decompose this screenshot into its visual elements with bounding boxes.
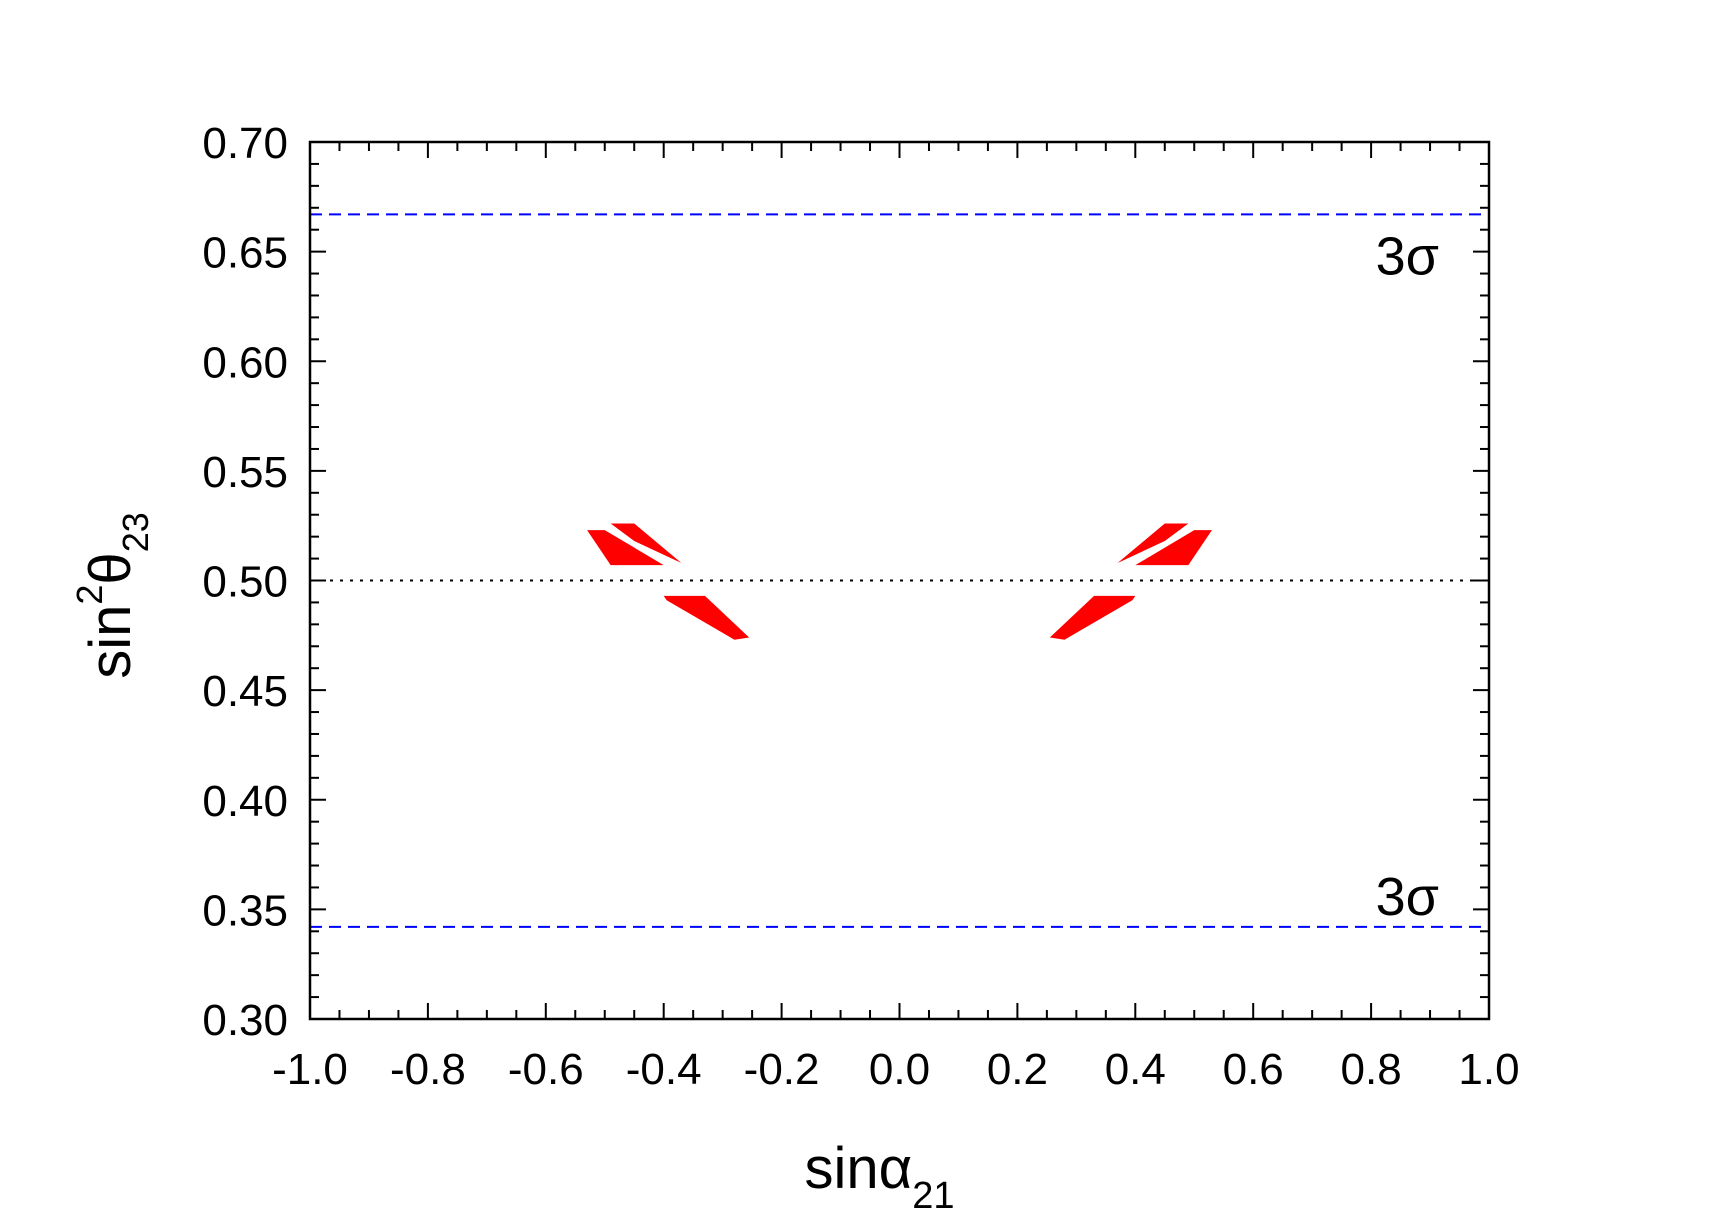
y-tick-label: 0.30 [202,996,288,1045]
y-tick-label: 0.50 [202,558,288,607]
x-tick-label: -0.2 [744,1045,820,1094]
x-tick-label: -0.6 [508,1045,584,1094]
point-region [610,523,682,563]
x-tick-label: 0.0 [869,1045,930,1094]
y-tick-label: 0.60 [202,338,288,387]
x-tick-label: 0.8 [1341,1045,1402,1094]
point-region [1135,530,1212,566]
y-tick-label: 0.45 [202,667,288,716]
x-tick-label: 0.6 [1223,1045,1284,1094]
y-axis-label-greek: θ [78,552,143,584]
x-tick-label: -0.8 [390,1045,466,1094]
y-tick-label: 0.35 [202,886,288,935]
x-tick-label: -1.0 [272,1045,348,1094]
y-axis-label: sin2θ23 [69,512,156,679]
y-tick-label: 0.55 [202,448,288,497]
x-axis-label-sub: 21 [912,1175,954,1209]
y-axis-label-sub: 23 [115,512,156,552]
y-axis-label-sup: 2 [69,585,110,605]
annotation: 3σ [1376,867,1439,927]
y-tick-label: 0.65 [202,229,288,278]
point-region [587,530,664,566]
x-axis-label: sinα21 [805,1136,955,1209]
y-tick-label: 0.70 [202,119,288,168]
x-tick-label: -0.4 [626,1045,702,1094]
x-tick-label: 0.4 [1105,1045,1166,1094]
x-tick-label: 1.0 [1458,1045,1519,1094]
y-axis-label-main: sin [78,605,143,679]
point-region [1117,523,1189,563]
x-axis-label-main: sinα [805,1136,913,1201]
point-region [1049,595,1136,640]
annotation: 3σ [1376,226,1439,286]
point-region [663,595,750,640]
y-tick-label: 0.40 [202,777,288,826]
x-tick-label: 0.2 [987,1045,1048,1094]
